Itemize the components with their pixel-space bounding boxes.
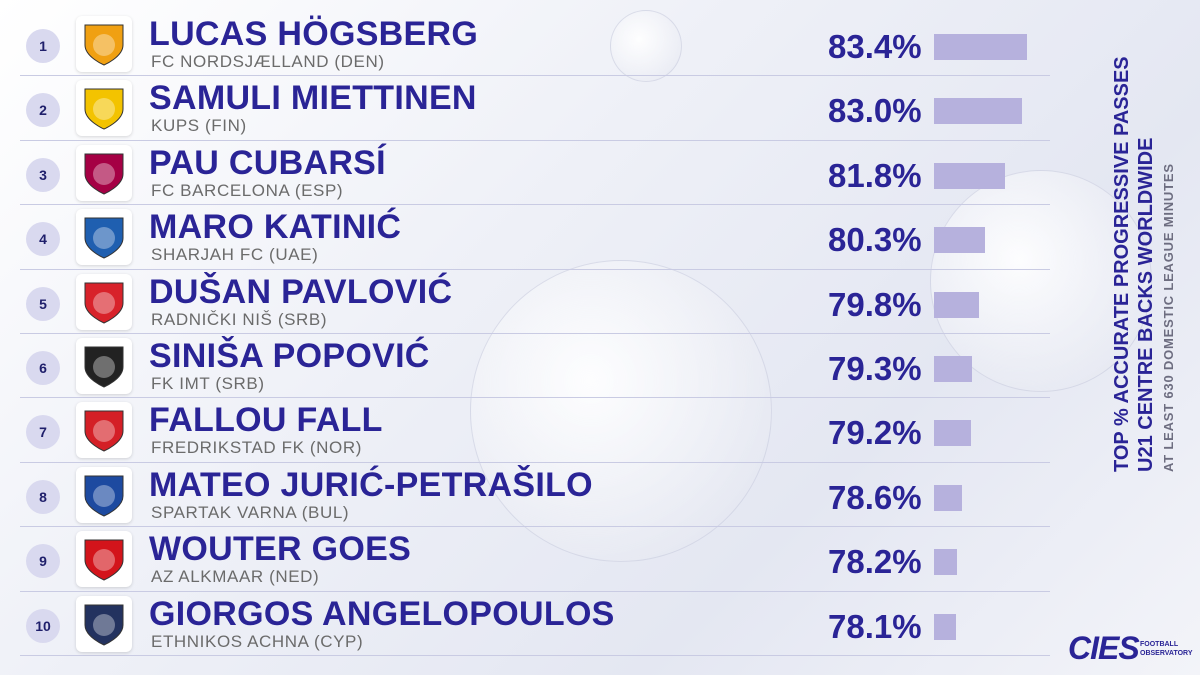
chart-bar [934, 484, 963, 511]
percentage-label: 79.2% [828, 414, 922, 452]
player-name: SAMULI MIETTINEN [149, 79, 477, 118]
rank-badge: 4 [26, 222, 60, 257]
table-row: 5 DUŠAN PAVLOVIĆ RADNIČKI NIŠ (SRB) 79.8% [20, 270, 1050, 334]
az-alkmaar-logo [76, 531, 132, 588]
player-name: PAU CUBARSÍ [149, 143, 386, 182]
percentage-label: 80.3% [828, 221, 922, 259]
player-name: MATEO JURIĆ-PETRAŠILO [149, 465, 593, 504]
club-name: FREDRIKSTAD FK (NOR) [151, 438, 362, 458]
club-name: KUPS (FIN) [151, 116, 247, 136]
rank-badge: 8 [26, 479, 60, 514]
cies-subtitle: FOOTBALL OBSERVATORY [1140, 640, 1193, 658]
chart-title-block: TOP % ACCURATE PROGRESSIVE PASSES U21 CE… [1110, 12, 1180, 472]
club-name: AZ ALKMAAR (NED) [151, 567, 320, 587]
fc-barcelona-logo [76, 144, 132, 201]
club-name: SPARTAK VARNA (BUL) [151, 502, 350, 522]
percentage-label: 78.2% [828, 543, 922, 581]
table-row: 10 GIORGOS ANGELOPOULOS ETHNIKOS ACHNA (CY… [20, 592, 1050, 656]
player-name: WOUTER GOES [149, 530, 412, 569]
background-ball-decoration [930, 170, 1152, 392]
fk-imt-logo [76, 337, 132, 394]
rank-badge: 9 [26, 544, 60, 579]
percentage-label: 78.1% [828, 607, 922, 645]
chart-subtitle: U21 CENTRE BACKS WORLDWIDE [1135, 137, 1157, 472]
chart-bar [934, 420, 971, 447]
table-row: 1 LUCAS HÖGSBERG FC NORDSJÆLLAND (DEN) 83.4… [20, 12, 1050, 77]
cies-mark: CIES [1068, 630, 1140, 666]
radnicki-nis-logo [76, 273, 132, 330]
chart-bar [934, 291, 979, 318]
table-row: 6 SINIŠA POPOVIĆ FK IMT (SRB) 79.3% [20, 334, 1050, 399]
chart-title: TOP % ACCURATE PROGRESSIVE PASSES [1111, 56, 1133, 472]
chart-bar [934, 98, 1022, 125]
club-name: ETHNIKOS ACHNA (CYP) [151, 631, 364, 651]
rank-badge: 3 [26, 157, 60, 192]
player-name: SINIŠA POPOVIĆ [149, 336, 430, 375]
player-name: GIORGOS ANGELOPOULOS [149, 594, 615, 633]
player-name: DUŠAN PAVLOVIĆ [149, 272, 453, 311]
chart-bar [934, 355, 972, 382]
chart-bar [934, 613, 956, 640]
club-name: SHARJAH FC (UAE) [151, 245, 319, 265]
background-ball-decoration [470, 260, 772, 562]
ranking-list: 1 LUCAS HÖGSBERG FC NORDSJÆLLAND (DEN) 83.4… [20, 12, 1050, 656]
club-name: FK IMT (SRB) [151, 373, 265, 393]
chart-bar [934, 34, 1027, 60]
rank-badge: 2 [26, 93, 60, 128]
club-name: RADNIČKI NIŠ (SRB) [151, 309, 328, 329]
player-name: FALLOU FALL [149, 401, 383, 440]
rank-badge: 7 [26, 415, 60, 450]
player-name: MARO KATINIĆ [149, 208, 402, 247]
rank-badge: 1 [26, 29, 60, 63]
cies-sub-line1: FOOTBALL [1140, 641, 1179, 648]
percentage-label: 79.8% [828, 285, 922, 323]
kups-logo [76, 80, 132, 137]
percentage-label: 81.8% [828, 156, 922, 194]
player-name: LUCAS HÖGSBERG [149, 15, 479, 53]
fc-nordsjaelland-logo [76, 16, 132, 72]
ethnikos-achna-logo [76, 595, 132, 652]
fredrikstad-fk-logo [76, 402, 132, 459]
chart-bar [934, 162, 1006, 189]
table-row: 3 PAU CUBARSÍ FC BARCELONA (ESP) 81.8% [20, 141, 1050, 206]
table-row: 2 SAMULI MIETTINEN KUPS (FIN) 83.0% [20, 76, 1050, 141]
percentage-label: 79.3% [828, 349, 922, 387]
table-row: 4 MARO KATINIĆ SHARJAH FC (UAE) 80.3% [20, 205, 1050, 270]
cies-logo: CIES FOOTBALL OBSERVATORY [1068, 630, 1193, 668]
rank-badge: 5 [26, 286, 60, 321]
table-row: 7 FALLOU FALL FREDRIKSTAD FK (NOR) 79.2% [20, 398, 1050, 463]
rank-badge: 10 [26, 608, 60, 643]
percentage-label: 83.4% [828, 28, 922, 65]
club-name: FC NORDSJÆLLAND (DEN) [151, 52, 385, 71]
background-ball-decoration [610, 10, 682, 82]
spartak-varna-logo [76, 466, 132, 523]
percentage-label: 83.0% [828, 92, 922, 130]
cies-sub-line2: OBSERVATORY [1140, 650, 1193, 657]
percentage-label: 78.6% [828, 478, 922, 516]
table-row: 9 WOUTER GOES AZ ALKMAAR (NED) 78.2% [20, 527, 1050, 592]
chart-note: AT LEAST 630 DOMESTIC LEAGUE MINUTES [1161, 163, 1176, 472]
club-name: FC BARCELONA (ESP) [151, 180, 344, 200]
chart-bar [934, 549, 958, 576]
table-row: 8 MATEO JURIĆ-PETRAŠILO SPARTAK VARNA (BUL… [20, 463, 1050, 528]
sharjah-fc-logo [76, 209, 132, 266]
chart-bar [934, 227, 986, 254]
rank-badge: 6 [26, 350, 60, 385]
